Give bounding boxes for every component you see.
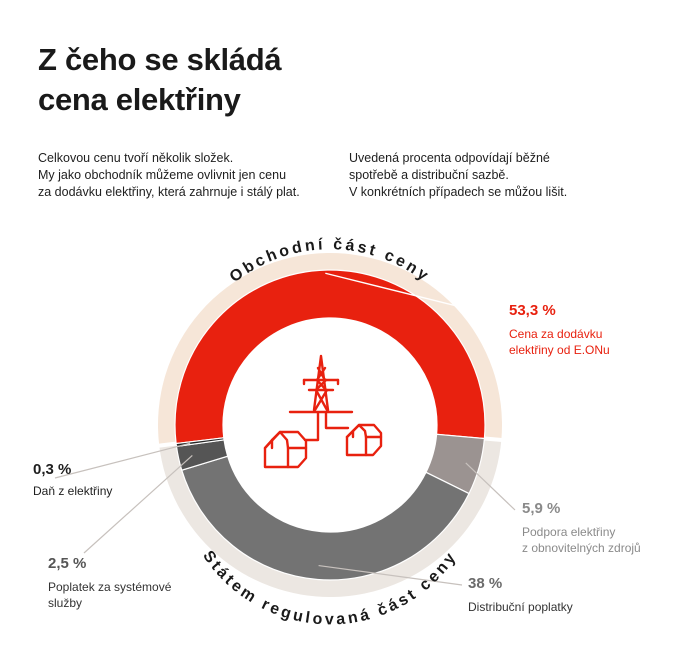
slice-value: 5,9 %: [522, 500, 561, 517]
slice-name: Daň z elektřiny: [33, 483, 112, 499]
slice-value: 2,5 %: [48, 555, 87, 572]
slice-name: Cena za dodávku elektřiny od E.ONu: [509, 326, 610, 358]
slice-label-supply: 53,3 % Cena za dodávku elektřiny od E.ON…: [509, 302, 610, 358]
slice-supply: [174, 269, 486, 445]
slice-name-line: Daň z elektřiny: [33, 484, 113, 498]
leader-renewables: [465, 462, 516, 511]
intro-right-line: V konkrétních případech se můžou lišit.: [349, 185, 568, 199]
slice-name-line: Distribuční poplatky: [468, 600, 573, 614]
leader-lines: [54, 272, 516, 586]
slice-name-line: Cena za dodávku: [509, 327, 603, 341]
page-title: Z čeho se skládá cena elektřiny: [38, 40, 282, 120]
title-line-2: cena elektřiny: [38, 82, 241, 117]
slice-name-line: z obnovitelných zdrojů: [522, 541, 641, 555]
slice-name-line: služby: [48, 596, 83, 610]
power-pylon-and-houses-icon: [263, 354, 383, 469]
intro-left-line: Celkovou cenu tvoří několik složek.: [38, 151, 234, 165]
ring-regulated: [159, 436, 502, 598]
intro-right-line: Uvedená procenta odpovídají běžné: [349, 151, 550, 165]
slice-name: Poplatek za systémové služby: [48, 579, 171, 611]
slice-name: Podpora elektřiny z obnovitelných zdrojů: [522, 524, 641, 556]
slice-name-line: elektřiny od E.ONu: [509, 343, 610, 357]
intro-left-line: za dodávku elektřiny, která zahrnuje i s…: [38, 185, 300, 199]
slice-label-tax: 0,3 % Daň z elektřiny: [33, 461, 112, 499]
slice-name: Distribuční poplatky: [468, 599, 573, 615]
leader-distribution: [318, 564, 463, 586]
slice-label-renewables: 5,9 % Podpora elektřiny z obnovitelných …: [522, 500, 641, 556]
slice-value: 53,3 %: [509, 302, 556, 319]
intro-right-line: spotřebě a distribuční sazbě.: [349, 168, 509, 182]
intro-text-right: Uvedená procenta odpovídají běžné spotře…: [349, 150, 639, 201]
slice-name-line: Podpora elektřiny: [522, 525, 616, 539]
leader-supply: [325, 272, 506, 319]
slices: [174, 269, 486, 581]
slice-label-system-services: 2,5 % Poplatek za systémové služby: [48, 555, 171, 611]
leader-system-services: [83, 454, 193, 554]
slice-label-distribution: 38 % Distribuční poplatky: [468, 575, 573, 615]
title-line-1: Z čeho se skládá: [38, 42, 282, 77]
intro-text-left: Celkovou cenu tvoří několik složek. My j…: [38, 150, 338, 201]
intro-left-line: My jako obchodník můžeme ovlivnit jen ce…: [38, 168, 287, 182]
leader-tax: [54, 442, 191, 479]
slice-distribution: [180, 455, 470, 581]
slice-value: 38 %: [468, 575, 503, 592]
slice-value: 0,3 %: [33, 461, 72, 478]
slice-name-line: Poplatek za systémové: [48, 580, 172, 594]
